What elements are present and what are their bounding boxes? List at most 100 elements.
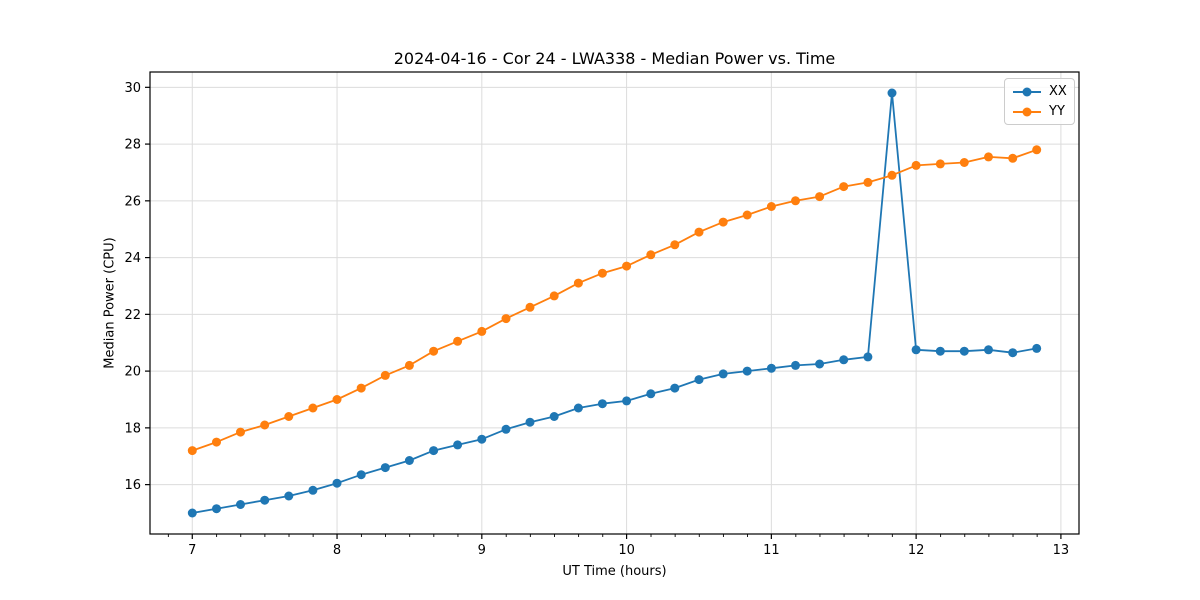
xx-data-point — [477, 434, 487, 444]
xx-data-point — [839, 355, 849, 365]
xx-data-point — [670, 383, 680, 393]
x-tick-label: 11 — [763, 543, 780, 558]
yy-data-point — [404, 360, 414, 370]
yy-data-point — [525, 302, 535, 312]
x-tick-label: 9 — [478, 543, 486, 558]
xx-series-line — [192, 92, 1037, 514]
xx-data-point — [718, 369, 728, 379]
yy-data-point — [742, 210, 752, 220]
yy-data-point — [694, 227, 704, 237]
yy-data-point — [501, 314, 511, 324]
xx-data-point — [742, 366, 752, 376]
axes — [145, 71, 1080, 539]
xx-data-point — [1032, 343, 1042, 353]
xx-data-point — [284, 491, 294, 501]
plot-border — [149, 71, 1080, 535]
yy-data-point — [332, 395, 342, 404]
legend-item-yy: YY — [1013, 103, 1066, 120]
xx-data-point — [501, 424, 511, 434]
xx-data-point — [549, 412, 559, 421]
yy-data-point — [429, 346, 439, 356]
xx-data-point — [212, 504, 221, 514]
x-tick-label: 13 — [1053, 543, 1070, 558]
tick-labels: 7 8 9 10 11 12 13 16 18 20 22 24 26 28 30 — [124, 81, 1069, 558]
yy-data-point — [622, 261, 632, 271]
xx-data-point — [260, 495, 270, 505]
yy-data-point — [453, 336, 463, 346]
yy-data-point — [887, 170, 897, 180]
yy-data-point — [670, 240, 680, 250]
xx-data-point — [694, 375, 704, 385]
xx-data-point — [308, 485, 318, 495]
xx-data-point — [429, 446, 439, 456]
legend-label-xx: XX — [1049, 84, 1067, 99]
xx-data-point — [959, 346, 969, 356]
xx-data-point — [1008, 348, 1018, 358]
yy-data-point — [356, 383, 366, 393]
x-tick-label: 8 — [333, 543, 341, 558]
yy-data-point — [959, 158, 969, 167]
xx-data-point — [984, 345, 993, 355]
yy-data-point — [477, 326, 487, 336]
data-series — [187, 88, 1042, 518]
legend-label-yy: YY — [1049, 104, 1065, 119]
y-tick-label: 24 — [124, 251, 141, 266]
x-tick-label: 7 — [188, 543, 196, 558]
xx-data-point — [404, 456, 414, 465]
yy-data-point — [573, 278, 583, 288]
yy-data-point — [187, 446, 197, 456]
yy-data-point — [236, 427, 245, 437]
yy-data-point — [212, 437, 221, 447]
yy-data-point — [718, 217, 728, 227]
xx-line-marker-icon — [1013, 87, 1041, 96]
xx-data-point — [622, 396, 632, 406]
yy-data-point — [260, 420, 270, 430]
yy-data-point — [911, 160, 921, 170]
yy-data-point — [1032, 145, 1042, 155]
y-tick-label: 22 — [124, 308, 141, 323]
xx-data-point — [380, 463, 390, 473]
x-tick-label: 12 — [908, 543, 925, 558]
y-tick-label: 30 — [124, 81, 141, 96]
yy-line-marker-icon — [1013, 107, 1041, 116]
yy-data-point — [766, 202, 776, 211]
legend-item-xx: XX — [1013, 83, 1067, 100]
xx-data-point — [791, 360, 800, 370]
yy-data-point — [839, 182, 849, 192]
chart-title: 2024-04-16 - Cor 24 - LWA338 - Median Po… — [393, 49, 836, 68]
xx-data-point — [815, 359, 825, 369]
yy-data-point — [308, 403, 318, 413]
y-tick-label: 16 — [124, 478, 141, 493]
yy-data-point — [597, 268, 607, 278]
yy-data-point — [791, 196, 800, 206]
y-tick-label: 20 — [124, 365, 141, 380]
xx-data-point — [766, 363, 776, 373]
xx-data-point — [863, 352, 873, 362]
y-tick-label: 28 — [124, 138, 141, 153]
xx-data-point — [187, 508, 197, 518]
xx-data-point — [453, 440, 463, 450]
yy-data-point — [815, 192, 825, 202]
yy-data-point — [863, 177, 873, 187]
xx-data-point — [525, 417, 535, 427]
y-tick-label: 26 — [124, 194, 141, 209]
y-axis-label: Median Power (CPU) — [102, 237, 118, 369]
y-tick-label: 18 — [124, 421, 141, 436]
xx-data-point — [911, 345, 921, 355]
yy-data-point — [646, 250, 656, 260]
xx-data-point — [573, 403, 583, 413]
x-tick-label: 10 — [618, 543, 635, 558]
xx-data-point — [887, 88, 897, 98]
yy-series-line — [192, 148, 1038, 452]
yy-data-point — [549, 291, 559, 301]
xx-data-point — [646, 389, 656, 399]
xx-data-point — [597, 399, 607, 409]
yy-data-point — [1008, 153, 1018, 163]
xx-data-point — [332, 478, 342, 488]
grid-lines — [150, 72, 1079, 534]
yy-data-point — [284, 412, 294, 421]
yy-data-point — [380, 370, 390, 380]
xx-data-point — [356, 470, 366, 480]
